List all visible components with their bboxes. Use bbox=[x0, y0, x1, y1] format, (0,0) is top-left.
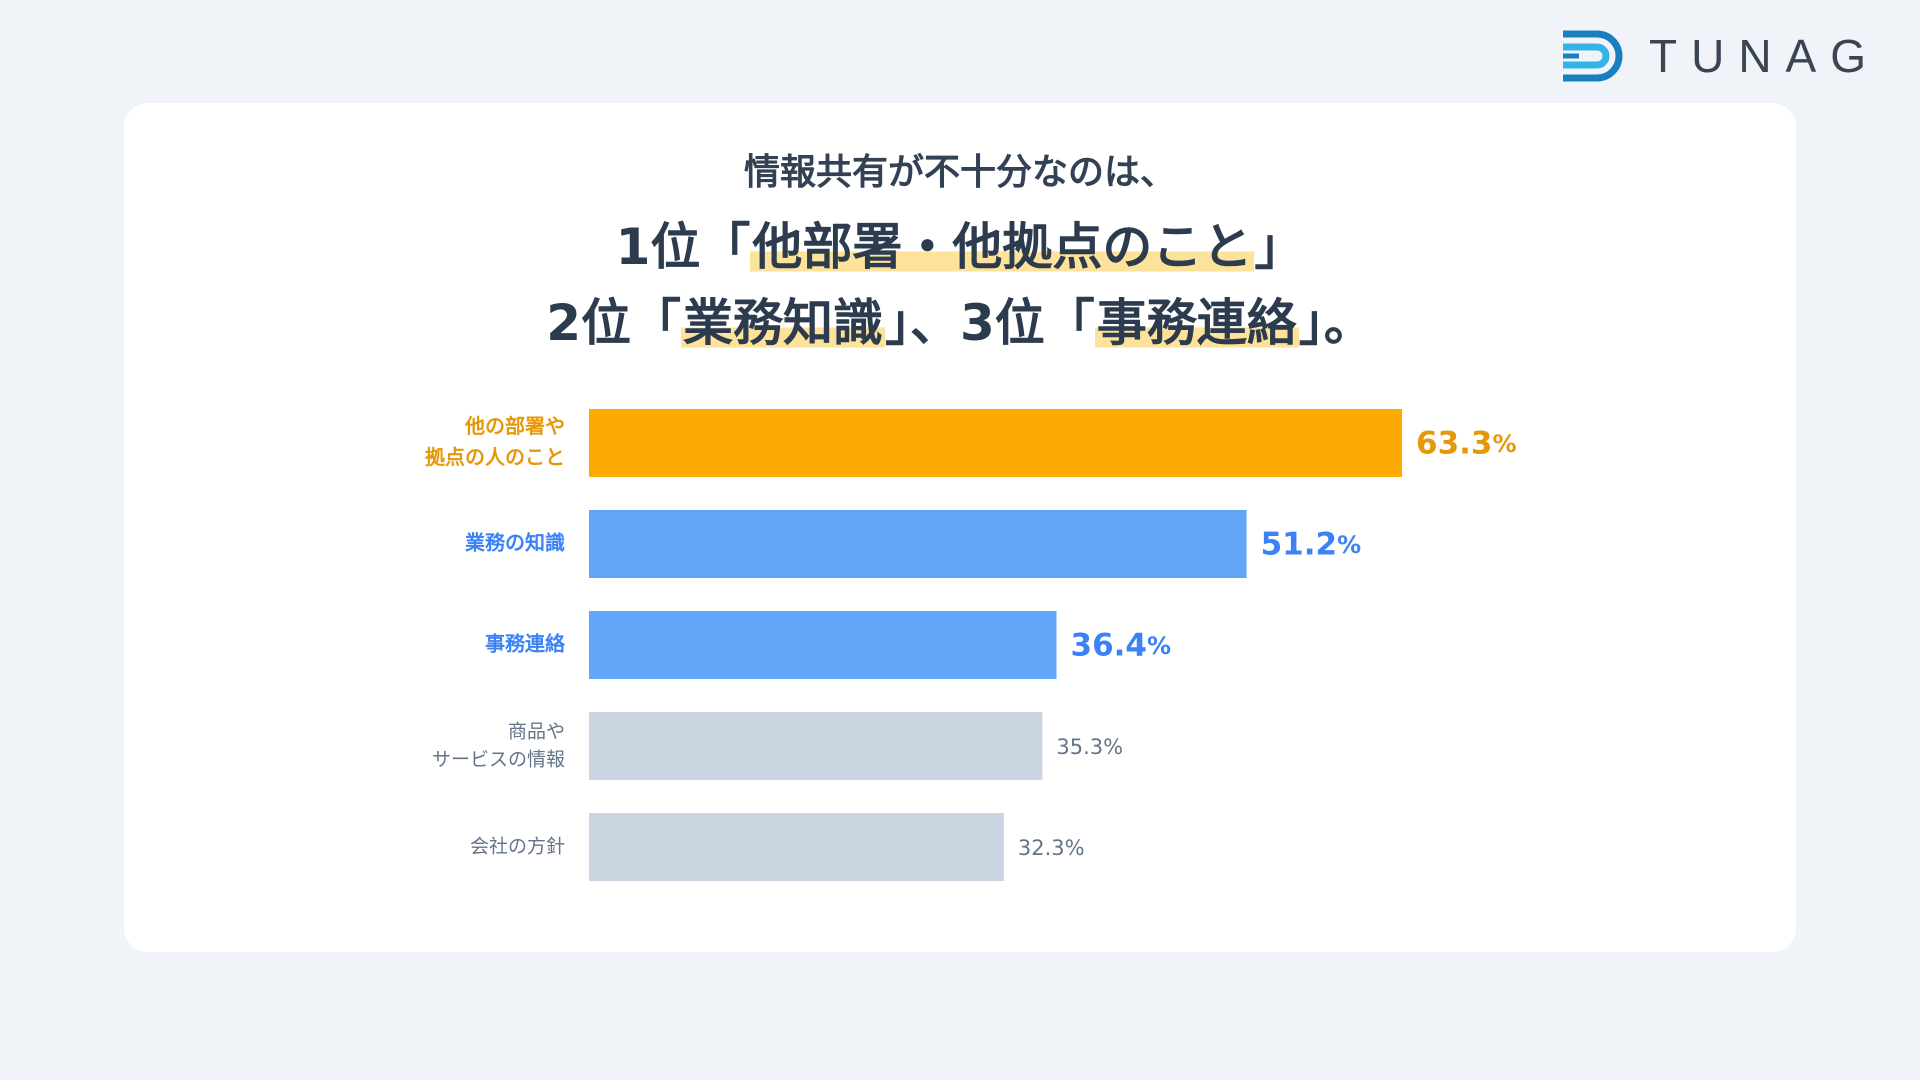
headline-rank-2-highlight: 業務知識 bbox=[681, 294, 885, 352]
bar-4 bbox=[589, 712, 1043, 780]
headline-rank-3-highlight: 事務連絡 bbox=[1094, 294, 1299, 352]
bar-2 bbox=[589, 510, 1247, 578]
headline-rank-1-suffix: 」 bbox=[1254, 218, 1305, 276]
value-label-2: 51.2% bbox=[1261, 527, 1362, 563]
category-label-3: 事務連絡 bbox=[485, 632, 566, 656]
headline-rank-3-prefix: 」、3位「 bbox=[885, 294, 1095, 352]
category-label-4-line-2: サービスの情報 bbox=[432, 749, 565, 771]
brand-logo: TUNAG bbox=[1559, 28, 1880, 84]
category-label-5: 会社の方針 bbox=[470, 836, 565, 858]
category-label-4-line-1: 商品や bbox=[508, 721, 565, 743]
chart-card: 情報共有が不十分なのは、 1位「他部署・他拠点のこと」 2位「業務知識」、3位「… bbox=[124, 103, 1796, 952]
headline-rank-2-prefix: 2位「 bbox=[546, 294, 681, 352]
value-label-1-unit: % bbox=[1493, 430, 1517, 458]
tunag-logo-icon bbox=[1563, 30, 1623, 82]
value-label-1: 63.3% bbox=[1416, 426, 1517, 462]
category-label-1-line-2: 拠点の人のこと bbox=[425, 445, 565, 469]
bar-1 bbox=[589, 409, 1402, 477]
category-label-1-line-1: 他の部署や bbox=[464, 414, 565, 438]
headline-intro: 情報共有が不十分なのは、 bbox=[743, 152, 1176, 193]
category-label-2: 業務の知識 bbox=[465, 531, 565, 555]
value-label-3-unit: % bbox=[1147, 632, 1171, 660]
headline-rank-2-3: 2位「業務知識」、3位「事務連絡」。 bbox=[124, 283, 1796, 355]
value-label-5: 32.3% bbox=[1018, 836, 1085, 860]
bar-3 bbox=[589, 611, 1057, 679]
headline-rank-1-highlight: 他部署・他拠点のこと bbox=[750, 218, 1255, 276]
brand-name: TUNAG bbox=[1649, 30, 1880, 82]
value-label-3: 36.4% bbox=[1071, 628, 1172, 664]
value-label-2-unit: % bbox=[1337, 531, 1361, 559]
value-label-4: 35.3% bbox=[1056, 735, 1123, 759]
bar-5 bbox=[589, 813, 1004, 881]
headline-rank-1: 1位「他部署・他拠点のこと」 bbox=[124, 207, 1796, 279]
headline-rank-1-prefix: 1位「 bbox=[615, 218, 751, 276]
headline-suffix: 」。 bbox=[1298, 294, 1374, 352]
value-label-4-unit: % bbox=[1103, 735, 1123, 759]
value-label-5-unit: % bbox=[1065, 836, 1085, 860]
